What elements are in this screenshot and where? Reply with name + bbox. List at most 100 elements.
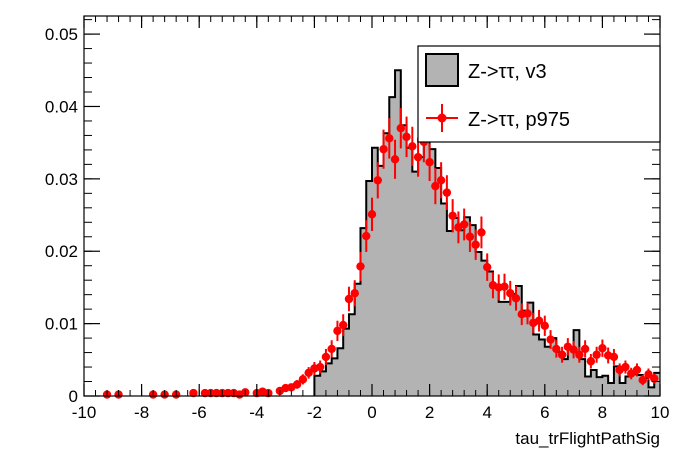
data-point bbox=[500, 273, 509, 300]
data-point bbox=[362, 220, 371, 252]
point-marker bbox=[448, 211, 457, 220]
y-tick-label: 0.04 bbox=[45, 97, 78, 116]
point-marker bbox=[350, 289, 359, 298]
data-point bbox=[385, 118, 394, 159]
data-point bbox=[632, 363, 642, 377]
data-point bbox=[413, 137, 423, 177]
point-marker bbox=[223, 388, 233, 398]
point-marker bbox=[586, 357, 596, 366]
legend-marker-p975 bbox=[437, 113, 447, 123]
data-point bbox=[557, 346, 567, 363]
data-point bbox=[592, 346, 601, 363]
point-marker bbox=[650, 374, 659, 383]
point-marker bbox=[546, 335, 555, 344]
x-tick-label: -2 bbox=[307, 403, 322, 422]
point-marker bbox=[592, 350, 601, 359]
histogram-fill bbox=[314, 70, 660, 397]
data-point bbox=[575, 346, 584, 363]
data-point bbox=[298, 374, 308, 385]
data-point bbox=[287, 383, 296, 392]
y-tick-label: 0.03 bbox=[45, 170, 78, 189]
point-marker bbox=[632, 365, 642, 375]
point-marker bbox=[339, 320, 348, 330]
point-marker bbox=[598, 344, 607, 353]
point-marker bbox=[396, 123, 405, 133]
point-marker bbox=[621, 362, 630, 372]
point-marker bbox=[402, 132, 411, 142]
data-point bbox=[483, 253, 492, 281]
point-marker bbox=[442, 188, 452, 197]
point-marker bbox=[298, 375, 308, 384]
point-marker bbox=[362, 231, 371, 241]
data-point bbox=[523, 302, 532, 325]
data-point bbox=[402, 116, 411, 158]
data-point bbox=[327, 340, 336, 358]
point-marker bbox=[413, 152, 423, 162]
point-marker bbox=[385, 134, 394, 143]
x-tick-label: 2 bbox=[425, 403, 434, 422]
data-point bbox=[586, 354, 596, 369]
data-point bbox=[189, 388, 198, 398]
data-point bbox=[540, 315, 549, 336]
data-point bbox=[448, 199, 457, 233]
point-marker bbox=[431, 181, 440, 191]
x-axis-label: tau_trFlightPathSig bbox=[515, 429, 660, 448]
x-tick-label: 8 bbox=[598, 403, 607, 422]
data-point bbox=[379, 129, 388, 169]
data-point bbox=[477, 216, 486, 249]
x-tick-label: 6 bbox=[540, 403, 549, 422]
data-point bbox=[200, 388, 210, 398]
point-marker bbox=[436, 176, 446, 185]
y-tick-label: 0 bbox=[69, 387, 78, 406]
data-point bbox=[425, 143, 434, 182]
point-marker bbox=[367, 210, 377, 219]
data-point bbox=[459, 208, 469, 241]
point-marker bbox=[292, 380, 302, 389]
data-point bbox=[609, 348, 619, 365]
data-point bbox=[621, 360, 630, 374]
data-point bbox=[396, 107, 405, 149]
legend-label-p975: Z->ττ, p975 bbox=[468, 109, 570, 131]
data-point bbox=[356, 251, 365, 281]
data-point bbox=[321, 348, 331, 365]
point-marker bbox=[373, 176, 382, 185]
point-marker bbox=[471, 240, 480, 249]
point-marker bbox=[540, 321, 549, 330]
y-tick-label: 0.05 bbox=[45, 25, 78, 44]
point-marker bbox=[569, 345, 578, 354]
data-point bbox=[546, 330, 555, 349]
data-point bbox=[315, 360, 325, 374]
data-point bbox=[373, 162, 382, 199]
data-point bbox=[580, 340, 590, 358]
data-point bbox=[506, 280, 515, 306]
axes-layer: -10 -8 -6 -4 -2 0 2 4 6 8 10 0 0.01 0.02 0.03 0.04 0.05 bbox=[45, 15, 669, 422]
point-marker bbox=[557, 350, 567, 359]
data-point bbox=[367, 197, 377, 231]
point-marker bbox=[459, 220, 469, 229]
data-point bbox=[344, 286, 354, 312]
point-marker bbox=[465, 232, 475, 241]
data-point bbox=[552, 340, 561, 358]
points-layer bbox=[102, 107, 659, 399]
point-marker bbox=[189, 388, 198, 398]
data-point bbox=[442, 175, 452, 210]
x-tick-label: -8 bbox=[134, 403, 149, 422]
histogram-outline bbox=[313, 69, 660, 396]
point-marker bbox=[483, 262, 492, 272]
point-marker bbox=[327, 344, 336, 354]
y-tick-label: 0.02 bbox=[45, 242, 78, 261]
point-marker bbox=[344, 294, 354, 304]
point-marker bbox=[304, 368, 313, 378]
data-point bbox=[598, 339, 607, 357]
point-marker bbox=[356, 262, 365, 271]
point-marker bbox=[534, 316, 544, 325]
data-point bbox=[511, 285, 521, 311]
point-marker bbox=[379, 144, 388, 154]
point-marker bbox=[390, 155, 400, 164]
data-point bbox=[333, 320, 342, 341]
point-marker bbox=[425, 158, 434, 167]
x-tick-label: 4 bbox=[482, 403, 491, 422]
point-marker bbox=[580, 344, 590, 354]
data-point bbox=[304, 367, 313, 379]
